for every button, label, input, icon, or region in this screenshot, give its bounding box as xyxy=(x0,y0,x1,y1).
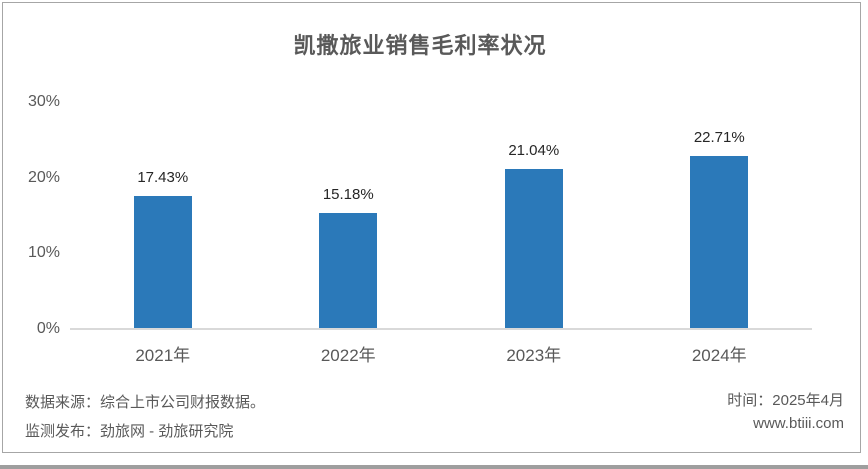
time-note: 时间：2025年4月 xyxy=(727,392,844,409)
publisher-note: 监测发布：劲旅网 - 劲旅研究院 xyxy=(25,423,234,440)
bar-2021年 xyxy=(133,196,192,328)
bar-value-label: 17.43% xyxy=(137,169,189,187)
website-link[interactable]: www.btiii.com xyxy=(753,415,844,432)
bar-value-label: 22.71% xyxy=(693,129,745,147)
bar-value-label: 15.18% xyxy=(322,186,374,204)
bar-value-label: 21.04% xyxy=(508,141,560,159)
bar-2022年 xyxy=(319,213,378,328)
y-tick-label: 20% xyxy=(27,168,60,186)
y-tick-label: 10% xyxy=(27,244,60,262)
data-source-note: 数据来源：综合上市公司财报数据。 xyxy=(25,394,266,411)
chart-title: 凯撒旅业销售毛利率状况 xyxy=(293,33,547,58)
x-tick-label: 2021年 xyxy=(135,346,191,365)
x-axis-line xyxy=(70,328,812,330)
x-tick-label: 2023年 xyxy=(506,346,562,365)
bottom-edge-band xyxy=(0,465,868,469)
x-tick-label: 2022年 xyxy=(320,346,376,365)
y-tick-label: 30% xyxy=(27,93,60,110)
bar-2023年 xyxy=(504,168,563,328)
y-tick-label: 0% xyxy=(36,320,60,337)
bar-2024年 xyxy=(690,156,749,328)
x-tick-label: 2024年 xyxy=(691,346,747,365)
